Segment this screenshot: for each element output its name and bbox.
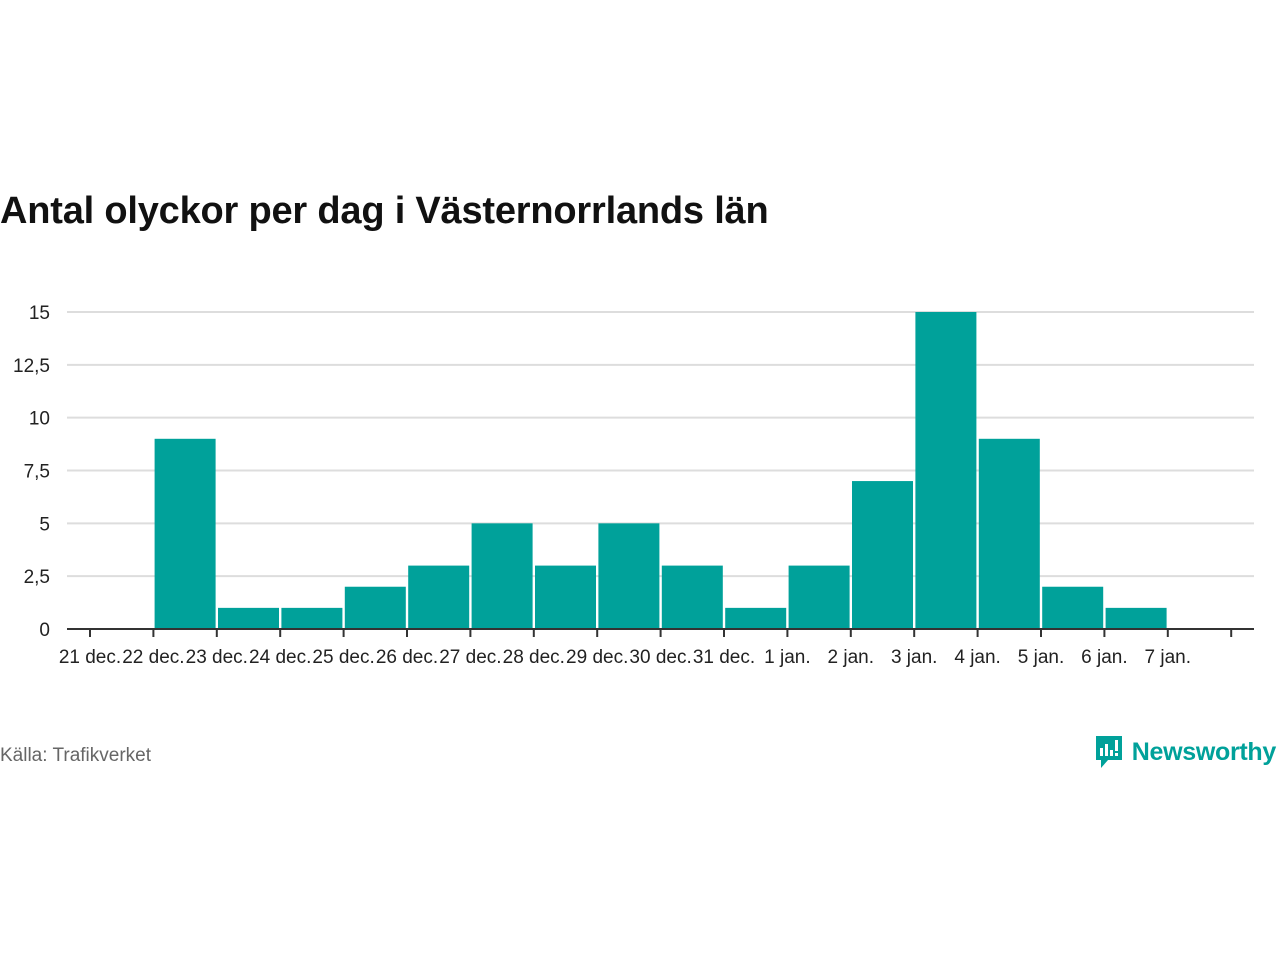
y-tick-label: 12,5: [13, 356, 50, 377]
bar: [598, 523, 660, 629]
brand-name: Newsworthy: [1131, 737, 1277, 766]
bar: [1105, 607, 1167, 629]
bars: [154, 312, 1167, 629]
y-axis-labels: 0 2,5 5 7,5 10 12,5 15: [13, 303, 50, 641]
bar: [344, 586, 406, 629]
x-tick-label: 5 jan.: [1018, 647, 1064, 668]
x-tick-label: 2 jan.: [828, 647, 874, 668]
x-tick-label: 28 dec.: [503, 647, 565, 668]
bar: [281, 607, 343, 629]
bar: [154, 438, 216, 629]
source-note: Källa: Trafikverket: [0, 745, 151, 766]
bar: [408, 565, 470, 629]
x-tick-label: 3 jan.: [891, 647, 937, 668]
bar: [852, 481, 913, 629]
y-tick-label: 0: [39, 620, 50, 641]
bar: [661, 565, 723, 629]
grid-lines: [67, 311, 1254, 578]
x-tick-label: 26 dec.: [376, 647, 438, 668]
bar: [535, 565, 596, 629]
x-tick-label: 30 dec.: [629, 647, 691, 668]
bar: [915, 312, 977, 629]
x-tick-label: 7 jan.: [1145, 647, 1191, 668]
y-tick-label: 15: [29, 303, 50, 324]
y-tick-label: 5: [39, 514, 50, 535]
x-axis-ticks: [89, 629, 1233, 637]
bar: [788, 565, 850, 629]
x-tick-label: 27 dec.: [439, 647, 501, 668]
bar: [725, 607, 787, 629]
bar: [218, 607, 279, 629]
x-axis-labels: 21 dec. 22 dec. 23 dec. 24 dec. 25 dec. 26 de…: [59, 647, 1191, 668]
x-tick-label: 24 dec.: [249, 647, 311, 668]
x-tick-label: 1 jan.: [764, 647, 810, 668]
x-tick-label: 4 jan.: [954, 647, 1000, 668]
x-tick-label: 25 dec.: [312, 647, 374, 668]
bar: [1042, 586, 1104, 629]
newsworthy-logo-icon: [1095, 736, 1122, 768]
bar: [471, 523, 533, 629]
y-tick-label: 2,5: [24, 567, 50, 588]
chart-title: Antal olyckor per dag i Västernorrlands …: [0, 190, 769, 232]
x-tick-label: 29 dec.: [566, 647, 628, 668]
x-tick-label: 6 jan.: [1081, 647, 1127, 668]
brand-logo: Newsworthy: [1094, 734, 1276, 770]
y-tick-label: 7,5: [24, 462, 50, 483]
bar-chart: 0 2,5 5 7,5 10 12,5 15 21 dec. 22 dec. 23 dec. 24…: [13, 303, 1254, 668]
y-tick-label: 10: [29, 409, 50, 430]
x-tick-label: 23 dec.: [186, 647, 248, 668]
bar: [978, 438, 1040, 629]
x-tick-label: 22 dec.: [122, 647, 184, 668]
x-tick-label: 21 dec.: [59, 647, 121, 668]
x-tick-label: 31 dec.: [693, 647, 755, 668]
